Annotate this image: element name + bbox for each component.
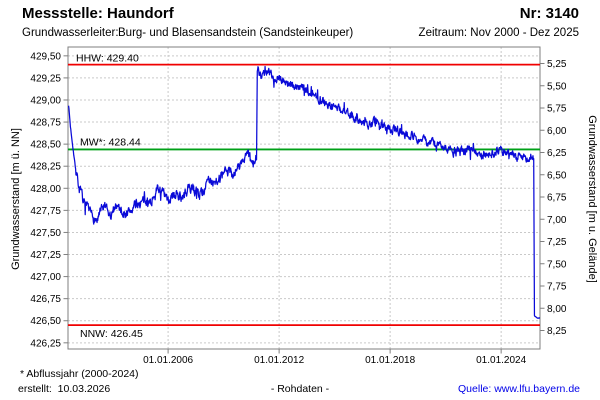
aquifer-label: Grundwasserleiter: (22, 27, 119, 39)
y-right-tick-label: 7,25 (547, 237, 567, 248)
y-right-tick-label: 5,75 (547, 104, 567, 115)
created-date: erstellt: 10.03.2026 (18, 383, 111, 395)
y-left-tick-label: 428,75 (30, 118, 61, 129)
y-right-tick-label: 5,25 (547, 59, 567, 70)
period-label: Zeitraum: Nov 2000 - Dez 2025 (418, 27, 579, 39)
hhw-label: HHW: 429.40 (76, 53, 139, 65)
plot-border (67, 46, 541, 350)
groundwater-series-line (68, 65, 540, 319)
nnw-label: NNW: 426.45 (80, 328, 143, 340)
mw-label: MW*: 428.44 (80, 136, 141, 148)
y-right-tick-label: 7,75 (547, 282, 567, 293)
page-title: Messstelle: Haundorf (22, 5, 174, 22)
x-tick-label: 01.01.2024 (476, 355, 526, 366)
y-right-tick-label: 8,25 (547, 326, 567, 337)
y-right-tick-label: 8,00 (547, 304, 567, 315)
station-number: Nr: 3140 (519, 5, 579, 22)
y-right-axis-title: Grundwasserstand [m u. Gelände] (586, 115, 598, 283)
source-link[interactable]: Quelle: www.lfu.bayern.de (458, 383, 580, 395)
y-left-tick-label: 426,50 (30, 316, 61, 327)
y-left-tick-label: 427,00 (30, 272, 61, 283)
y-left-tick-label: 426,25 (30, 338, 61, 349)
y-left-tick-label: 426,75 (30, 294, 61, 305)
x-tick-label: 01.01.2006 (143, 355, 193, 366)
y-left-tick-label: 427,25 (30, 250, 61, 261)
y-left-axis-title: Grundwasserstand [m ü. NN] (10, 128, 22, 270)
y-left-tick-label: 428,00 (30, 184, 61, 195)
y-right-tick-label: 6,00 (547, 126, 567, 137)
aquifer-value: Burg- und Blasensandstein (Sandsteinkeup… (118, 27, 354, 39)
footnote-abflussjahr: * Abflussjahr (2000-2024) (20, 368, 139, 380)
y-left-tick-label: 428,25 (30, 162, 61, 173)
y-left-tick-label: 427,75 (30, 206, 61, 217)
data-type-label: - Rohdaten - (270, 383, 330, 395)
y-right-tick-label: 6,25 (547, 148, 567, 159)
y-left-tick-label: 429,50 (30, 51, 61, 62)
y-right-tick-label: 6,50 (547, 170, 567, 181)
x-tick-label: 01.01.2012 (254, 355, 304, 366)
gridlines (68, 47, 540, 349)
x-tick-label: 01.01.2018 (365, 355, 415, 366)
y-left-tick-label: 428,50 (30, 140, 61, 151)
y-right-tick-label: 5,50 (547, 81, 567, 92)
y-right-tick-label: 7,00 (547, 215, 567, 226)
y-left-tick-label: 427,50 (30, 228, 61, 239)
y-left-tick-label: 429,00 (30, 95, 61, 106)
y-right-tick-label: 7,50 (547, 259, 567, 270)
y-left-tick-label: 429,25 (30, 73, 61, 84)
y-right-tick-label: 6,75 (547, 193, 567, 204)
axis-ticks: 426,25 426,50 426,75 427,00 427,25 427,50 427,… (30, 51, 566, 366)
